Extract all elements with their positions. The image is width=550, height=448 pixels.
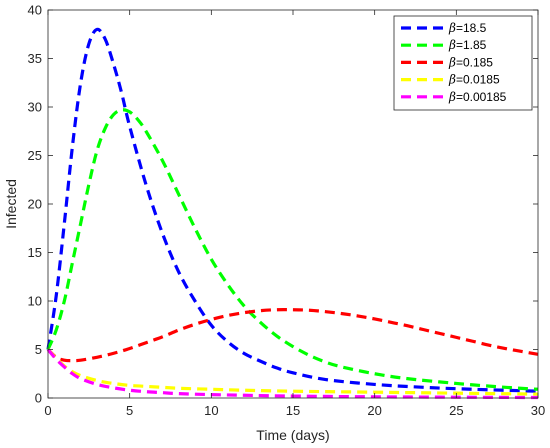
series-layer <box>46 27 539 400</box>
legend-beta-symbol: β <box>448 90 456 104</box>
y-tick-label: 20 <box>28 197 42 212</box>
y-tick-label: 40 <box>28 3 42 18</box>
y-tick-label: 5 <box>35 342 42 357</box>
x-tick-label: 0 <box>44 403 51 418</box>
legend-value: =18.5 <box>456 21 487 35</box>
series-line-1 <box>46 27 539 393</box>
legend-label: β=0.00185 <box>448 90 507 104</box>
ticks-layer: 0 5 10 15 20 25 30 0 5 10 15 20 25 30 35 40 <box>28 3 546 419</box>
legend-beta-symbol: β <box>448 73 456 87</box>
series-line-4 <box>46 348 539 396</box>
x-tick-label: 10 <box>204 403 218 418</box>
legend-beta-symbol: β <box>448 38 456 52</box>
y-axis-label: Infected <box>3 179 19 229</box>
legend-beta-symbol: β <box>448 55 456 69</box>
legend-value: =1.85 <box>456 38 487 52</box>
x-tick-label: 25 <box>449 403 463 418</box>
x-tick-label: 20 <box>367 403 381 418</box>
y-tick-label: 10 <box>28 294 42 309</box>
legend-value: =0.00185 <box>456 90 507 104</box>
x-axis-label: Time (days) <box>256 427 329 443</box>
series-line-3 <box>46 308 539 363</box>
legend-label: β=0.185 <box>448 55 493 69</box>
legend-label: β=0.0185 <box>448 73 500 87</box>
x-tick-label: 30 <box>531 403 545 418</box>
series-line-2 <box>46 108 539 391</box>
legend-value: =0.185 <box>456 55 493 69</box>
legend-label: β=1.85 <box>448 38 487 52</box>
y-tick-label: 0 <box>35 391 42 406</box>
x-tick-label: 5 <box>126 403 133 418</box>
legend-beta-symbol: β <box>448 21 456 35</box>
legend-label: β=18.5 <box>448 21 487 35</box>
y-tick-label: 35 <box>28 51 42 66</box>
legend-value: =0.0185 <box>456 73 500 87</box>
y-tick-label: 25 <box>28 148 42 163</box>
y-tick-label: 30 <box>28 100 42 115</box>
x-tick-label: 15 <box>286 403 300 418</box>
series-line-5 <box>46 348 539 400</box>
y-tick-label: 15 <box>28 245 42 260</box>
